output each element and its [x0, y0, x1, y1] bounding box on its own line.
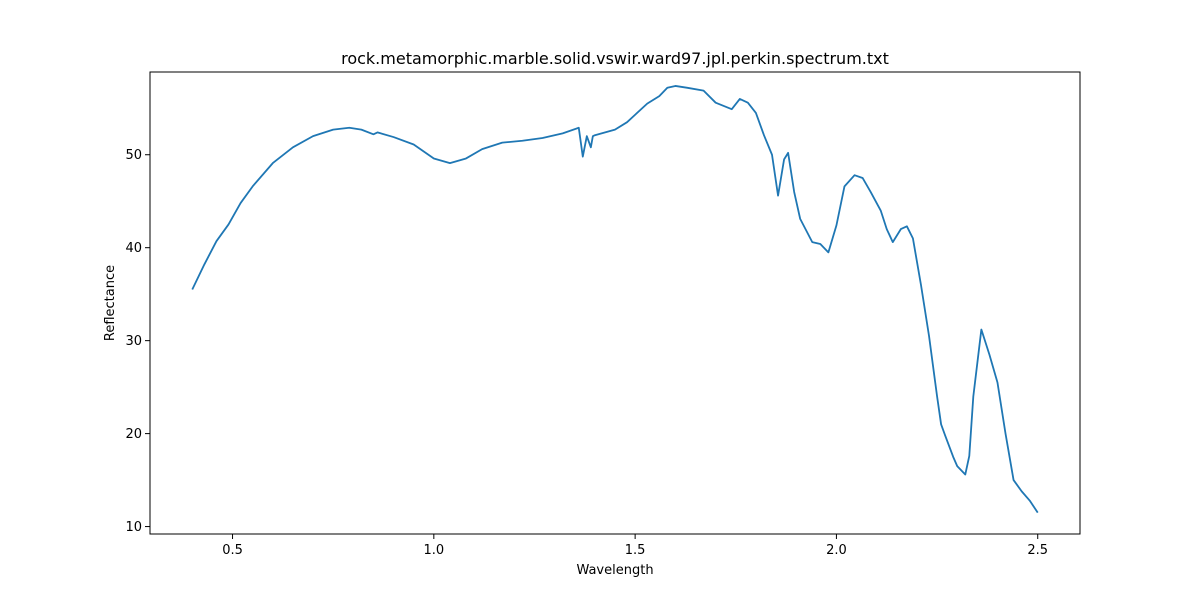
- y-axis-label: Reflectance: [103, 265, 118, 341]
- y-axis-ticks: 10 20 30 40 50: [125, 148, 150, 535]
- plot-frame: [149, 71, 1081, 535]
- series-line-0: [191, 85, 1039, 514]
- x-tick-label: 2.5: [1027, 543, 1048, 558]
- chart-title: rock.metamorphic.marble.solid.vswir.ward…: [341, 49, 889, 68]
- y-tick-label: 30: [125, 334, 142, 349]
- x-axis-ticks: 0.5 1.0 1.5 2.0 2.5: [222, 534, 1048, 558]
- y-tick-label: 50: [125, 148, 142, 163]
- x-tick-label: 1.5: [625, 543, 646, 558]
- y-tick-label: 40: [125, 241, 142, 256]
- series-layer: [191, 85, 1039, 514]
- x-axis-label: Wavelength: [576, 563, 653, 578]
- x-tick-label: 0.5: [222, 543, 243, 558]
- y-tick-label: 10: [125, 520, 142, 535]
- x-tick-label: 2.0: [826, 543, 847, 558]
- x-tick-label: 1.0: [423, 543, 444, 558]
- y-tick-label: 20: [125, 427, 142, 442]
